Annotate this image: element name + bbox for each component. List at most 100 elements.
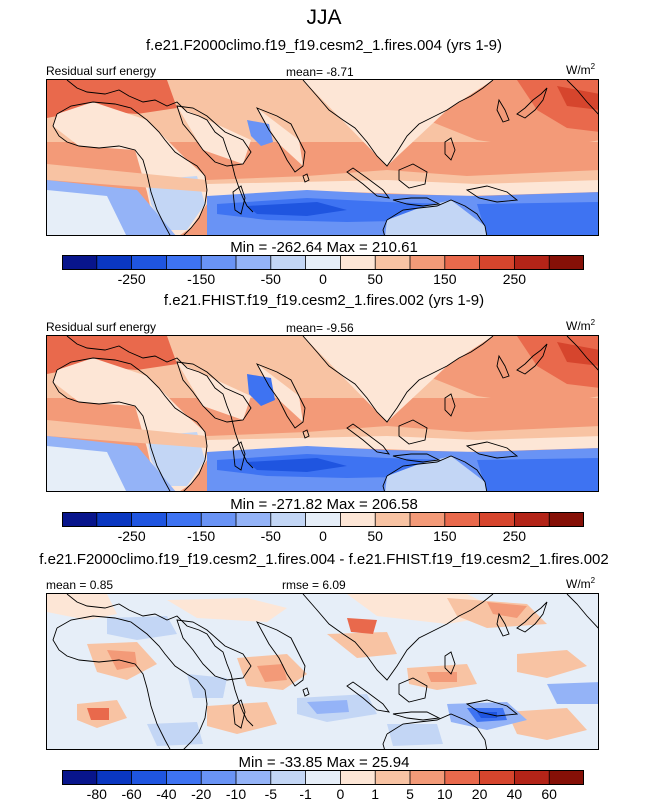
colorbar-swatch [96,255,133,270]
colorbar-swatch [270,255,307,270]
colorbar-swatch [305,770,341,785]
colorbar-swatch [201,770,237,785]
cbar1-tick: -250 [117,271,146,287]
colorbar-swatch [201,512,237,527]
colorbar-border [62,255,584,270]
panel-1-mean-label: mean= -8.71 [286,65,354,79]
colorbar-swatch [166,255,202,270]
panel-1-colorbar-ticks: -250 -150 -50 0 50 150 250 [62,271,584,287]
panel-3-units: W/m2 [566,576,596,591]
cbar3-tick: 20 [471,786,488,802]
panel-3-colorbar [62,770,584,785]
cbar3-tick: 1 [371,786,380,802]
panel-2-colorbar-ticks: -250 -150 -50 0 50 150 250 [62,528,584,544]
panel-2-stats: Min = -271.82 Max = 206.58 [230,496,418,513]
panel-3-colorbar-ticks: -80 -60 -40 -20 -10 -5 -1 0 1 5 10 20 40… [62,786,584,802]
cbar2-tick: 50 [367,528,383,544]
cbar3-tick: -1 [299,786,312,802]
colorbar-swatch [444,255,481,270]
colorbar-swatch [166,770,202,785]
colorbar-swatch [236,770,272,785]
panel-1-variable-label: Residual surf energy [46,64,157,78]
colorbar-swatch [96,512,133,527]
cbar2-tick: 0 [319,528,327,544]
cbar3-tick: 10 [437,786,453,802]
cbar3-tick: -5 [264,786,278,802]
cbar2-tick: 250 [502,528,527,544]
colorbar-swatch [131,512,167,527]
panel-2-colorbar [62,512,584,527]
cbar3-tick: -60 [121,786,142,802]
panel-3-stats: Min = -33.85 Max = 25.94 [238,754,410,771]
colorbar-swatch [549,770,584,785]
colorbar-swatch [549,255,584,270]
panel-2-title: f.e21.FHIST.f19_f19.cesm2_1.fires.002 (y… [163,292,485,309]
colorbar-swatch [410,255,446,270]
colorbar-swatch [479,255,515,270]
panel-2-mean-label: mean= -9.56 [286,321,354,335]
colorbar-swatch [514,512,550,527]
panel-3-map [46,593,599,750]
cbar3-tick: 0 [336,786,345,802]
colorbar-swatch [514,770,550,785]
colorbar-border [62,770,584,785]
colorbar-swatch [62,770,98,785]
colorbar-swatch [62,255,98,270]
panel-3-mean-label: mean = 0.85 [46,578,114,592]
panel-2-units: W/m2 [566,318,596,333]
colorbar-swatch [201,255,237,270]
colorbar-swatch [375,255,411,270]
colorbar-swatch [236,512,272,527]
colorbar-swatch [375,770,411,785]
colorbar-swatch [96,770,133,785]
cbar3-tick: 40 [506,786,523,802]
colorbar-swatch [479,512,515,527]
colorbar-swatch [270,512,307,527]
colorbar-swatch [444,770,481,785]
cbar3-tick: 5 [406,786,414,802]
cbar3-tick: -20 [191,786,212,802]
panel-1-colorbar [62,255,584,270]
colorbar-swatch [514,255,550,270]
colorbar-swatch [62,512,98,527]
colorbar-swatch [236,255,272,270]
colorbar-border [62,512,584,527]
colorbar-swatch [270,770,307,785]
panel-1-title: f.e21.F2000climo.f19_f19.cesm2_1.fires.0… [145,37,502,54]
panel-3-title: f.e21.F2000climo.f19_f19.cesm2_1.fires.0… [39,551,609,568]
colorbar-swatch [549,512,584,527]
cbar1-tick: 0 [319,271,327,287]
cbar1-tick: 50 [367,271,383,287]
colorbar-swatch [166,512,202,527]
cbar3-tick: -10 [225,786,247,802]
cbar1-tick: 250 [502,271,527,287]
main-title: JJA [306,6,342,29]
cbar3-tick: -80 [86,786,107,802]
cbar3-tick: 60 [541,786,557,802]
colorbar-swatch [305,512,341,527]
cbar1-tick: -50 [260,271,281,287]
colorbar-swatch [444,512,481,527]
colorbar-swatch [131,255,167,270]
panel-1-stats: Min = -262.64 Max = 210.61 [230,239,418,256]
panel-1-units: W/m2 [566,62,596,77]
cbar2-tick: -250 [117,528,146,544]
colorbar-swatch [340,512,376,527]
colorbar-swatch [305,255,341,270]
colorbar-swatch [375,512,411,527]
cbar2-tick: 150 [433,528,457,544]
cbar3-tick: -40 [156,786,177,802]
colorbar-swatch [340,770,376,785]
panel-3-rmse-label: rmse = 6.09 [282,578,346,592]
cbar2-tick: -50 [260,528,281,544]
colorbar-swatch [131,770,167,785]
cbar1-tick: 150 [433,271,457,287]
colorbar-swatch [410,512,446,527]
colorbar-swatch [479,770,515,785]
panel-1-map [46,79,599,236]
colorbar-swatch [340,255,376,270]
cbar1-tick: -150 [187,271,216,287]
panel-2-map [46,335,599,492]
cbar2-tick: -150 [187,528,216,544]
colorbar-swatch [410,770,446,785]
